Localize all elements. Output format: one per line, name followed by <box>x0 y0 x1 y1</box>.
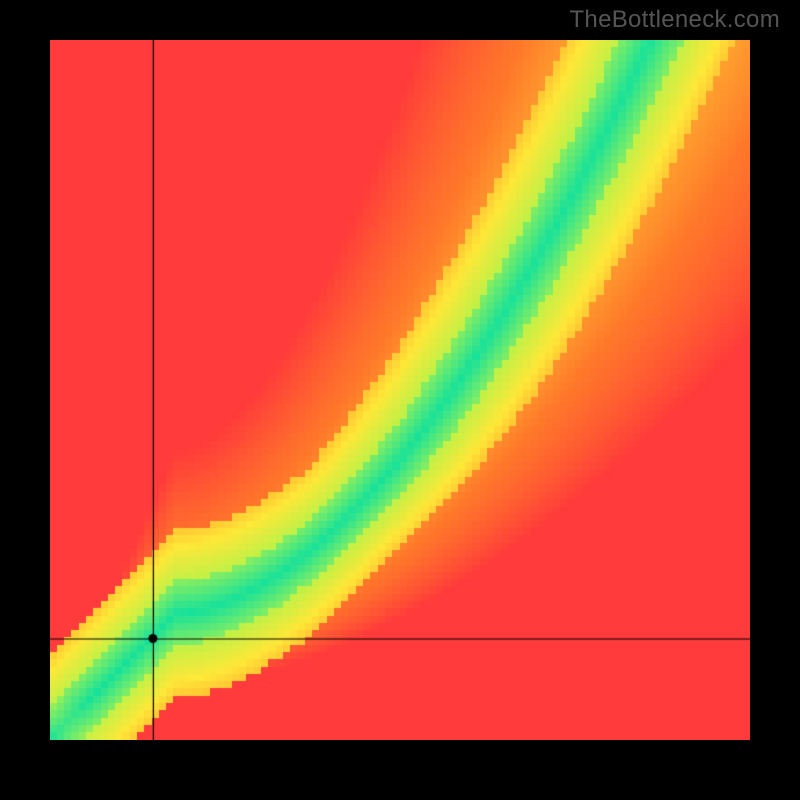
heatmap-canvas <box>50 40 750 740</box>
watermark-text: TheBottleneck.com <box>569 6 780 34</box>
chart-root: { "watermark": { "text": "TheBottleneck.… <box>0 0 800 800</box>
